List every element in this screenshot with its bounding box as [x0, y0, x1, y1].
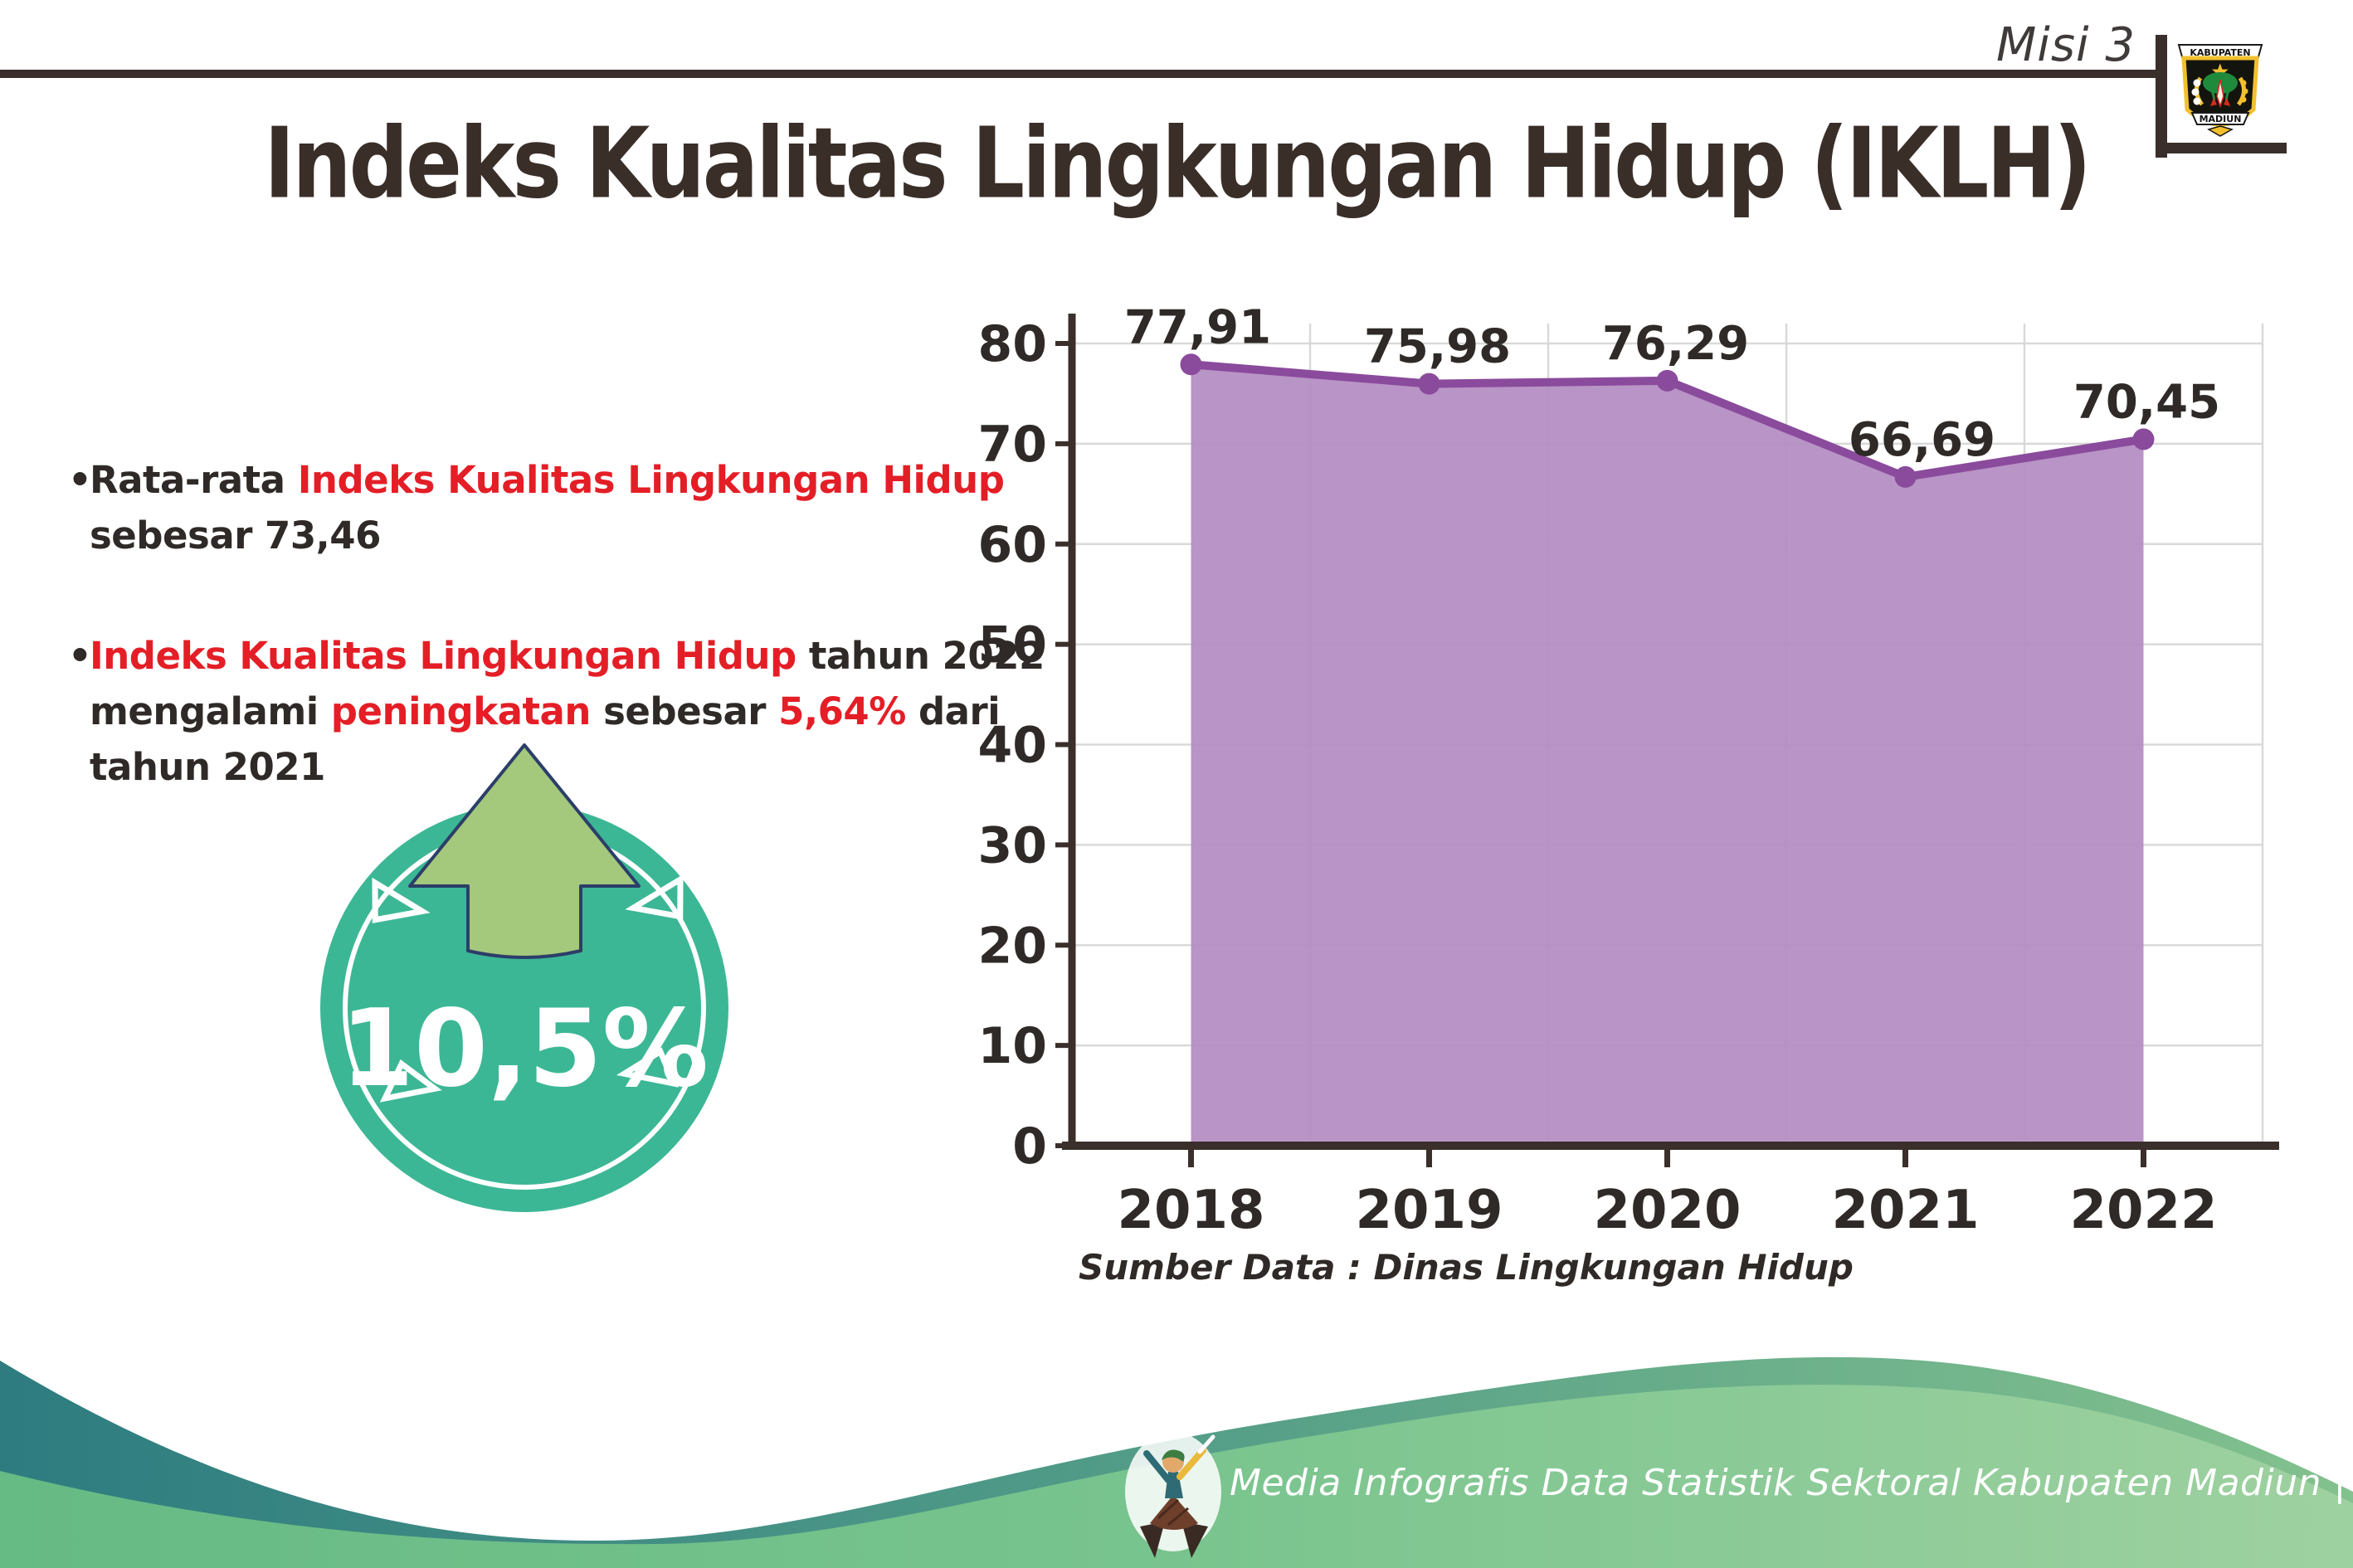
kabupaten-madiun-logo-icon: MADIUN KABUPATEN	[2177, 44, 2263, 137]
value-label: 77,91	[1124, 300, 1271, 354]
footer-caption: Media Infografis Data Statistik Sektoral…	[1230, 1462, 2346, 1504]
bullet-item: • Rata-rata Indeks Kualitas Lingkungan Hi…	[68, 452, 1005, 563]
bullet-line: Indeks Kualitas Lingkungan Hidup tahun 2…	[90, 634, 1045, 678]
chart-source-note: Sumber Data : Dinas Lingkungan Hidup	[1079, 1247, 1854, 1288]
corner-frame	[2156, 35, 2287, 158]
badge-circle	[320, 804, 728, 1212]
value-label: 70,45	[2073, 375, 2220, 429]
data-point	[2132, 428, 2155, 450]
bullet-line: Rata-rata Indeks Kualitas Lingkungan Hid…	[90, 458, 1005, 502]
y-tick-label: 20	[978, 917, 1048, 975]
x-tick-label: 2022	[2069, 1180, 2217, 1241]
value-label: 76,29	[1602, 317, 1749, 371]
x-tick-label: 2019	[1355, 1180, 1503, 1241]
y-tick-label: 70	[978, 416, 1048, 474]
bullet-line: tahun 2021	[90, 745, 325, 789]
x-tick-label: 2021	[1831, 1180, 1979, 1241]
y-tick-label: 60	[978, 516, 1048, 574]
logo-bottom-text: MADIUN	[2200, 114, 2242, 124]
bullet-item: • Indeks Kualitas Lingkungan Hidup tahun …	[68, 628, 1045, 795]
bullet-line: sebesar 73,46	[90, 514, 381, 558]
bullet-dot: •	[68, 634, 92, 678]
x-tick-label: 2018	[1117, 1180, 1264, 1241]
y-tick-label: 40	[978, 717, 1048, 775]
y-tick-label: 0	[1012, 1118, 1047, 1176]
badge-value: 10,5%	[340, 987, 709, 1111]
data-point	[1894, 465, 1917, 488]
mascot-icon	[1125, 1432, 1221, 1558]
page-title: Indeks Kualitas Lingkungan Hidup (IKLH)	[264, 106, 2092, 222]
mission-label: Misi 3	[1995, 18, 2136, 72]
y-tick-label: 80	[978, 315, 1048, 373]
logo-top-text: KABUPATEN	[2190, 47, 2250, 58]
header-rule	[0, 70, 2158, 78]
y-tick-label: 30	[978, 816, 1048, 874]
footer-waves	[0, 1356, 2353, 1568]
y-tick-label: 50	[978, 616, 1048, 674]
data-point	[1418, 373, 1440, 395]
badge-triangle-accents	[372, 874, 684, 1103]
x-tick-label: 2020	[1593, 1180, 1741, 1241]
area-fill	[1191, 364, 2144, 1146]
up-arrow-icon	[408, 743, 641, 959]
bullet-line: mengalami peningkatan sebesar 5,64% dari	[90, 689, 1001, 733]
iklh-area-chart: 77,91 75,98 76,29 66,69 70,45 0 10 20 30 40 50 60 70…	[978, 300, 2279, 1288]
bullet-dot: •	[68, 458, 92, 502]
value-label: 75,98	[1364, 320, 1511, 374]
y-tick-label: 10	[978, 1017, 1048, 1075]
increase-badge: 10,5%	[320, 743, 728, 1212]
data-point	[1656, 369, 1678, 392]
data-point	[1180, 353, 1202, 376]
value-label: 66,69	[1849, 413, 1995, 467]
summary-bullets: • Rata-rata Indeks Kualitas Lingkungan Hi…	[68, 452, 1045, 859]
